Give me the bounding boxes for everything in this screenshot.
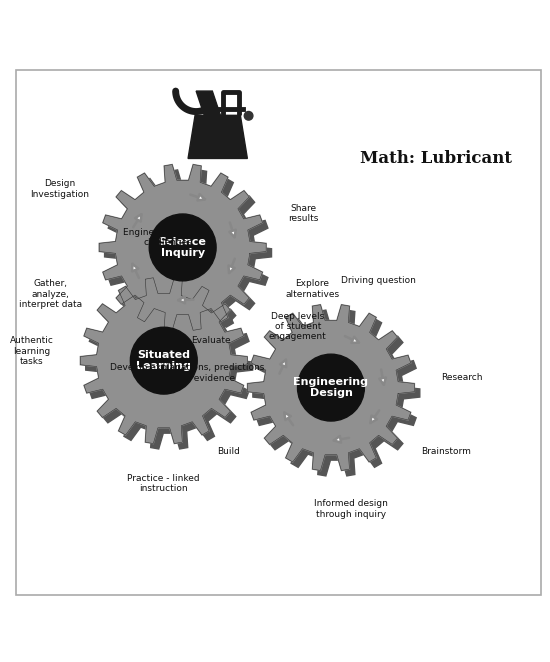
Polygon shape	[248, 305, 414, 471]
Polygon shape	[196, 91, 221, 115]
Text: Informed design
through inquiry: Informed design through inquiry	[314, 499, 388, 518]
Text: Scientific
question: Scientific question	[197, 120, 239, 140]
Text: Explore
alternatives: Explore alternatives	[285, 279, 339, 299]
Text: Engineering Design
challenges: Engineering Design challenges	[123, 228, 212, 248]
Text: Design
Investigation: Design Investigation	[30, 179, 89, 199]
Polygon shape	[188, 115, 248, 158]
Polygon shape	[104, 170, 272, 336]
Circle shape	[298, 354, 364, 421]
Text: Gather,
analyze,
interpret data: Gather, analyze, interpret data	[19, 279, 82, 309]
Circle shape	[244, 111, 253, 120]
Polygon shape	[99, 165, 266, 330]
Text: Engineering
Design: Engineering Design	[294, 377, 368, 399]
Polygon shape	[253, 310, 420, 476]
Polygon shape	[80, 278, 248, 444]
Text: Develop explanations, predictions
based upon evidence: Develop explanations, predictions based …	[109, 363, 264, 383]
Text: Deep levels
of student
engagement: Deep levels of student engagement	[269, 312, 327, 342]
Text: Research: Research	[441, 373, 482, 383]
Text: Brainstorm: Brainstorm	[421, 446, 471, 455]
Text: Driving question: Driving question	[342, 276, 416, 285]
Text: Build: Build	[218, 446, 240, 455]
Text: Practice - linked
instruction: Practice - linked instruction	[128, 474, 200, 493]
Circle shape	[149, 214, 216, 281]
FancyBboxPatch shape	[15, 70, 541, 595]
Text: Science
Inquiry: Science Inquiry	[159, 236, 207, 258]
Text: Evaluate: Evaluate	[191, 336, 231, 346]
Text: Share
results: Share results	[288, 204, 318, 223]
Text: Situated
Learning: Situated Learning	[136, 350, 191, 371]
Text: Math: Lubricant: Math: Lubricant	[360, 150, 512, 167]
Polygon shape	[86, 283, 252, 449]
Text: Authentic
learning
tasks: Authentic learning tasks	[10, 336, 54, 366]
Circle shape	[130, 327, 197, 394]
